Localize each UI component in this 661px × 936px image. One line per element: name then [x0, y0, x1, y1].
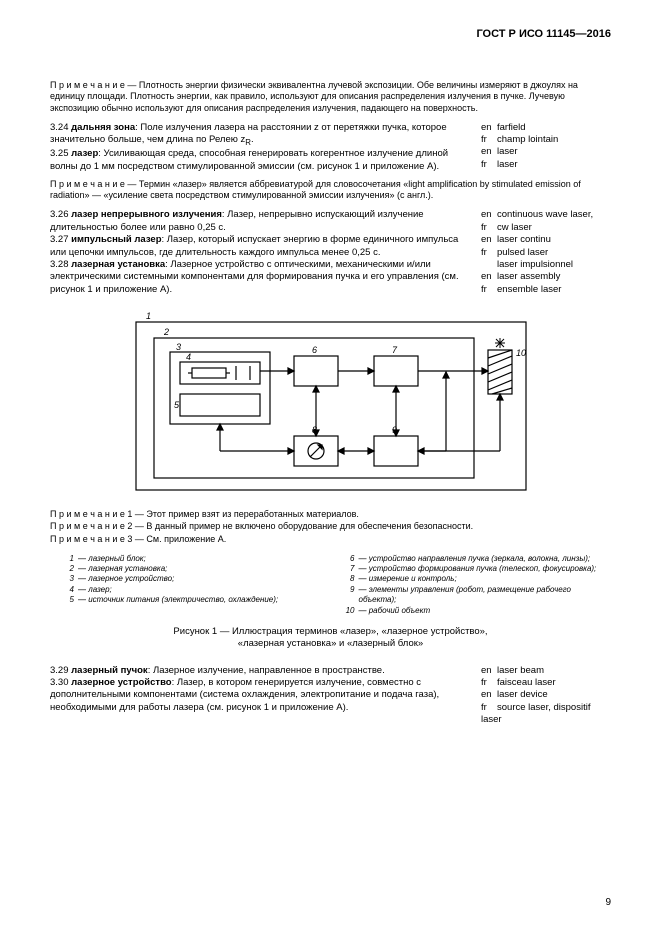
- note-text: — См. приложение А.: [132, 534, 226, 544]
- legend-text: — лазерный блок;: [78, 554, 146, 564]
- lang: en: [481, 234, 497, 246]
- svg-text:8: 8: [312, 425, 317, 435]
- legend-num: 4: [50, 585, 78, 595]
- term-name: лазер: [71, 148, 98, 159]
- legend-num: 5: [50, 595, 78, 605]
- term-name: лазер непрерывного излучения: [71, 209, 222, 220]
- lang-t: laser beam: [497, 665, 544, 676]
- term-num: 3.25: [50, 148, 71, 159]
- entry-326-328: 3.26 лазер непрерывного излучения: Лазер…: [50, 209, 611, 295]
- svg-text:10: 10: [516, 348, 526, 358]
- lang: en: [481, 146, 497, 158]
- entry-324-325: 3.24 дальняя зона: Поле излучения лазера…: [50, 122, 611, 173]
- figure-legend: 1 — лазерный блок; 2 — лазерная установк…: [50, 554, 611, 616]
- lang: fr: [481, 247, 497, 259]
- diagram-svg: 1 2 3 4 5 6 7 8 9 10: [126, 308, 536, 498]
- term-num: 3.27: [50, 234, 71, 245]
- entry-329-330: 3.29 лазерный пучок: Лазерное излучение,…: [50, 665, 611, 727]
- term-num: 3.28: [50, 259, 71, 270]
- lang-t: ensemble laser: [497, 284, 561, 295]
- note-label: П р и м е ч а н и е 1: [50, 509, 132, 519]
- svg-text:5: 5: [174, 400, 180, 410]
- lang-t: champ lointain: [497, 134, 558, 145]
- legend-num: 6: [331, 554, 359, 564]
- legend-num: 10: [331, 606, 359, 616]
- legend-text: — устройство направления пучка (зеркала,…: [359, 554, 591, 564]
- term-name: импульсный лазер: [71, 234, 161, 245]
- legend-num: 2: [50, 564, 78, 574]
- lang-t: laser assembly: [497, 271, 560, 282]
- term-num: 3.30: [50, 677, 71, 688]
- note-label: П р и м е ч а н и е: [50, 179, 125, 189]
- document-header: ГОСТ Р ИСО 11145—2016: [50, 28, 611, 40]
- lang-t: source laser, dispositif laser: [481, 702, 590, 725]
- note-label: П р и м е ч а н и е: [50, 80, 125, 90]
- term-body2: .: [251, 134, 254, 145]
- lang: fr: [481, 222, 497, 234]
- lang: fr: [481, 134, 497, 146]
- note-text: — Термин «лазер» является аббревиатурой …: [50, 179, 581, 200]
- lang-t: cw laser: [497, 222, 532, 233]
- legend-num: 8: [331, 574, 359, 584]
- lang: fr: [481, 702, 497, 714]
- term-name: лазерная установка: [71, 259, 165, 270]
- lang-t: pulsed laser: [497, 247, 548, 258]
- svg-text:3: 3: [176, 342, 181, 352]
- term-num: 3.26: [50, 209, 71, 220]
- lang-t: farfield: [497, 122, 526, 133]
- term-num: 3.29: [50, 665, 71, 676]
- lang: en: [481, 689, 497, 701]
- lang-t: faisceau laser: [497, 677, 556, 688]
- lang-t: continuous wave laser,: [497, 209, 593, 220]
- term-body: : Усиливающая среда, способная генериров…: [50, 148, 448, 171]
- figure-caption: Рисунок 1 — Иллюстрация терминов «лазер»…: [50, 626, 611, 651]
- svg-text:4: 4: [186, 352, 191, 362]
- legend-text: — элементы управления (робот, размещение…: [359, 585, 612, 606]
- lang: en: [481, 665, 497, 677]
- svg-text:1: 1: [146, 311, 151, 321]
- lang-t: laser: [497, 159, 518, 170]
- lang: fr: [481, 284, 497, 296]
- note-label: П р и м е ч а н и е 3: [50, 534, 132, 544]
- term-name: дальняя зона: [71, 122, 135, 133]
- lang: en: [481, 271, 497, 283]
- svg-text:9: 9: [392, 425, 397, 435]
- note-text: — Этот пример взят из переработанных мат…: [132, 509, 358, 519]
- legend-text: — рабочий объект: [359, 606, 431, 616]
- legend-text: — измерение и контроль;: [359, 574, 457, 584]
- term-num: 3.24: [50, 122, 71, 133]
- term-body: : Лазерное излучение, направленное в про…: [148, 665, 385, 676]
- note-text: — Плотность энергии физически эквивалент…: [50, 80, 578, 113]
- legend-text: — устройство формирования пучка (телеско…: [359, 564, 597, 574]
- lang-t: laser: [497, 146, 518, 157]
- legend-text: — лазерное устройство;: [78, 574, 174, 584]
- lang: en: [481, 122, 497, 134]
- notes-after-figure: П р и м е ч а н и е 1 — Этот пример взят…: [50, 508, 611, 546]
- term-name: лазерное устройство: [71, 677, 171, 688]
- legend-num: 9: [331, 585, 359, 606]
- lang-t: laser continu: [497, 234, 551, 245]
- figure-1: 1 2 3 4 5 6 7 8 9 10: [126, 308, 536, 498]
- svg-text:7: 7: [392, 345, 398, 355]
- lang: en: [481, 209, 497, 221]
- note-2: П р и м е ч а н и е — Термин «лазер» явл…: [50, 179, 611, 202]
- legend-num: 7: [331, 564, 359, 574]
- svg-text:2: 2: [163, 327, 169, 337]
- page-number: 9: [605, 897, 611, 908]
- note-text: — В данный пример не включено оборудован…: [132, 521, 473, 531]
- legend-num: 3: [50, 574, 78, 584]
- note-1: П р и м е ч а н и е — Плотность энергии …: [50, 80, 611, 114]
- legend-text: — источник питания (электричество, охлаж…: [78, 595, 278, 605]
- svg-text:6: 6: [312, 345, 317, 355]
- lang-t: laser impulsionnel: [497, 259, 573, 270]
- lang-t: laser device: [497, 689, 548, 700]
- lang: fr: [481, 677, 497, 689]
- legend-text: — лазер;: [78, 585, 112, 595]
- term-name: лазерный пучок: [71, 665, 148, 676]
- lang: fr: [481, 159, 497, 171]
- legend-text: — лазерная установка;: [78, 564, 167, 574]
- legend-num: 1: [50, 554, 78, 564]
- note-label: П р и м е ч а н и е 2: [50, 521, 132, 531]
